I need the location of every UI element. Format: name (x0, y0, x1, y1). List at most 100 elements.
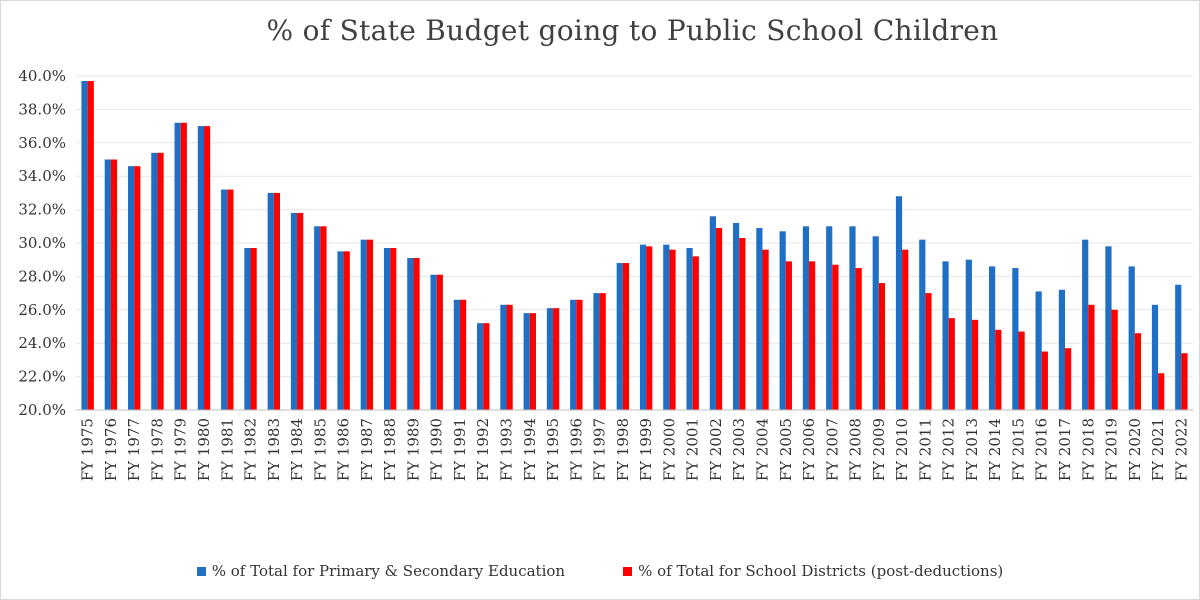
bar-primary-secondary (314, 226, 321, 410)
bar-school-districts (273, 192, 281, 410)
bar-primary-secondary (1035, 291, 1042, 410)
bar-primary-secondary (988, 266, 996, 410)
bar-primary-secondary (523, 313, 530, 410)
x-tick-label: FY 1994 (521, 418, 539, 481)
bar-school-districts (1181, 353, 1188, 410)
bar-school-districts (1041, 351, 1048, 410)
x-tick-label: FY 2007 (823, 418, 841, 481)
y-tick-label: 38.0% (18, 100, 66, 118)
bar-primary-secondary (570, 299, 577, 410)
x-tick-label: FY 1978 (148, 418, 166, 481)
bar-primary-secondary (337, 251, 344, 410)
bar-school-districts (529, 313, 536, 410)
x-tick-label: FY 2002 (707, 418, 725, 481)
bar-school-districts (948, 318, 955, 410)
bar-primary-secondary (127, 166, 135, 410)
bar-school-districts (832, 264, 839, 410)
bar-primary-secondary (1082, 239, 1089, 410)
bar-primary-secondary (546, 308, 554, 410)
bar-primary-secondary (360, 239, 367, 410)
x-tick-label: FY 1984 (288, 418, 306, 481)
bar-school-districts (878, 283, 886, 410)
bar-school-districts (1018, 331, 1025, 410)
bar-school-districts (413, 258, 420, 410)
legend: % of Total for Primary & Secondary Educa… (0, 562, 1200, 580)
bars (81, 81, 1188, 410)
y-tick-label: 22.0% (18, 368, 66, 386)
bar-primary-secondary (407, 258, 414, 410)
x-tick-label: FY 2006 (800, 418, 818, 481)
bar-school-districts (785, 261, 792, 410)
bar-school-districts (459, 299, 467, 410)
x-tick-label: FY 2000 (660, 418, 678, 481)
bar-primary-secondary (639, 244, 647, 410)
bar-primary-secondary (942, 261, 949, 410)
x-tick-label: FY 2003 (730, 418, 748, 481)
x-tick-label: FY 1996 (567, 418, 585, 481)
x-axis-ticks: FY 1975 FY 1976 FY 1977 FY 1978 FY 1979 FY 19… (79, 418, 1191, 481)
x-tick-label: FY 1991 (451, 418, 469, 481)
bar-school-districts (390, 248, 397, 410)
bar-primary-secondary (733, 222, 740, 410)
x-tick-label: FY 1986 (335, 418, 353, 481)
x-tick-label: FY 1992 (474, 418, 492, 481)
bar-primary-secondary (267, 192, 274, 410)
bar-school-districts (436, 274, 443, 410)
y-tick-label: 34.0% (18, 167, 66, 185)
x-tick-label: FY 1989 (404, 418, 422, 481)
bar-school-districts (902, 249, 909, 410)
bar-school-districts (110, 159, 118, 410)
bar-primary-secondary (500, 304, 507, 410)
bar-primary-secondary (81, 81, 88, 410)
x-tick-label: FY 2012 (940, 418, 958, 481)
x-tick-label: FY 2019 (1103, 418, 1121, 481)
x-tick-label: FY 1990 (428, 418, 446, 481)
bar-school-districts (1088, 304, 1095, 410)
bar-primary-secondary (709, 216, 716, 410)
bar-primary-secondary (895, 196, 903, 410)
bar-school-districts (180, 122, 187, 410)
bar-school-districts (599, 293, 606, 410)
bar-primary-secondary (849, 226, 856, 410)
x-tick-label: FY 1998 (614, 418, 632, 481)
y-tick-label: 28.0% (18, 267, 66, 285)
bar-primary-secondary (779, 231, 786, 410)
bar-primary-secondary (1058, 289, 1066, 410)
x-tick-label: FY 2011 (916, 418, 934, 481)
bar-school-districts (506, 304, 513, 410)
bar-school-districts (925, 293, 932, 410)
bar-school-districts (971, 319, 979, 410)
x-tick-label: FY 1981 (218, 418, 236, 481)
bar-school-districts (622, 263, 630, 410)
bar-school-districts (553, 308, 560, 410)
bar-school-districts (1111, 309, 1118, 410)
x-tick-label: FY 2021 (1149, 418, 1167, 481)
bar-school-districts (203, 126, 211, 410)
bar-school-districts (1065, 348, 1072, 410)
legend-label-school-districts: % of Total for School Districts (post-de… (638, 562, 1004, 580)
bar-primary-secondary (593, 293, 600, 410)
bar-school-districts (995, 329, 1002, 410)
y-axis-ticks: 20.0% 22.0% 24.0% 26.0% 28.0% 30.0% 32.0% 34.0%… (18, 67, 66, 419)
bar-school-districts (157, 152, 164, 410)
bar-school-districts (1134, 333, 1142, 410)
bar-primary-secondary (872, 236, 879, 410)
bar-school-districts (87, 81, 94, 410)
bar-primary-secondary (290, 212, 298, 410)
x-tick-label: FY 2010 (893, 418, 911, 481)
bar-primary-secondary (453, 299, 460, 410)
bar-school-districts (343, 251, 350, 410)
y-tick-label: 30.0% (18, 234, 66, 252)
bar-primary-secondary (826, 226, 833, 410)
x-tick-label: FY 2022 (1172, 418, 1190, 481)
x-tick-label: FY 2013 (963, 418, 981, 481)
x-tick-label: FY 1979 (172, 418, 190, 481)
y-tick-label: 24.0% (18, 334, 66, 352)
bar-school-districts (250, 248, 257, 410)
x-tick-label: FY 2020 (1126, 418, 1144, 481)
bar-primary-secondary (104, 159, 111, 410)
x-tick-label: FY 1983 (265, 418, 283, 481)
x-tick-label: FY 1997 (591, 418, 609, 481)
y-tick-label: 36.0% (18, 134, 66, 152)
